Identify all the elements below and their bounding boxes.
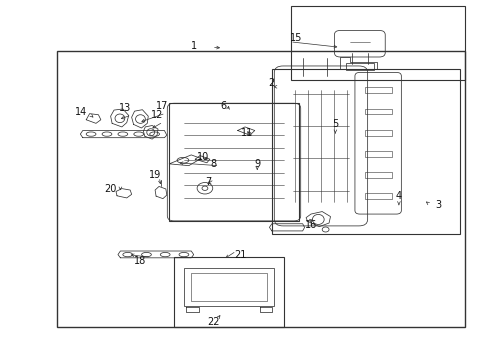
Bar — [272, 69, 460, 234]
Bar — [174, 257, 284, 327]
Text: 2: 2 — [269, 78, 275, 88]
Bar — [365, 172, 392, 178]
Text: 15: 15 — [290, 33, 302, 43]
Text: 3: 3 — [435, 200, 441, 210]
Text: 7: 7 — [205, 177, 212, 187]
Bar — [365, 130, 392, 135]
Bar — [184, 267, 274, 306]
Bar — [365, 193, 392, 199]
Text: 4: 4 — [396, 191, 402, 201]
Text: 11: 11 — [241, 129, 253, 138]
Text: 22: 22 — [207, 317, 220, 327]
Bar — [365, 151, 392, 157]
Bar — [57, 51, 465, 327]
Bar — [365, 87, 392, 93]
Text: 13: 13 — [119, 103, 131, 113]
Text: 10: 10 — [197, 152, 210, 162]
Bar — [169, 103, 299, 221]
Bar — [191, 273, 267, 301]
Text: 16: 16 — [305, 220, 317, 230]
Text: 9: 9 — [254, 159, 260, 169]
Text: 8: 8 — [210, 159, 216, 169]
Text: 14: 14 — [75, 107, 87, 117]
Text: 20: 20 — [104, 184, 117, 194]
Text: 1: 1 — [191, 41, 197, 50]
Bar — [365, 109, 392, 114]
Bar — [346, 63, 373, 70]
Text: 5: 5 — [332, 120, 339, 129]
Bar — [292, 6, 465, 80]
Text: 19: 19 — [148, 170, 161, 180]
Text: 12: 12 — [151, 111, 163, 121]
Text: 17: 17 — [156, 102, 168, 112]
Text: 21: 21 — [234, 250, 246, 260]
Text: 6: 6 — [220, 102, 226, 112]
Text: 18: 18 — [134, 256, 146, 266]
